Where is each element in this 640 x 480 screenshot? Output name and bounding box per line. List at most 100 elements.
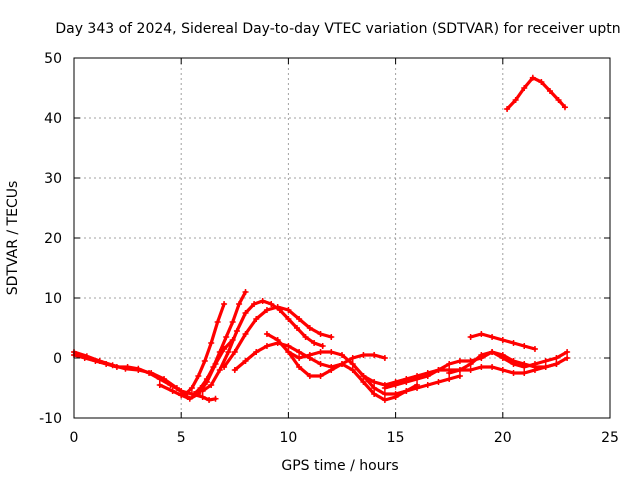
data-point [306, 325, 313, 331]
x-tick-label: 25 [601, 430, 619, 446]
data-point [542, 364, 549, 370]
data-point [156, 382, 163, 388]
data-point [319, 343, 326, 349]
data-point [467, 334, 474, 340]
data-point [381, 397, 388, 403]
data-point [206, 397, 213, 403]
data-point [221, 364, 228, 370]
data-point [512, 97, 519, 103]
data-point [435, 379, 442, 385]
data-point [285, 343, 292, 349]
data-point [339, 352, 345, 358]
data-point [446, 361, 453, 367]
series-line-pass-15 [505, 76, 567, 111]
data-point [489, 334, 496, 340]
data-point [381, 385, 388, 391]
data-point [285, 349, 292, 355]
x-tick-label: 15 [387, 430, 405, 446]
data-point [467, 367, 474, 373]
data-point [221, 301, 228, 307]
data-point [285, 307, 292, 313]
data-point [339, 361, 345, 367]
data-point [161, 376, 168, 382]
y-tick-label: 0 [53, 351, 62, 367]
data-point [349, 361, 356, 367]
data-point [242, 358, 249, 364]
data-point [182, 391, 189, 397]
axis-ticks [73, 57, 611, 419]
data-point [263, 331, 270, 337]
data-point [225, 349, 232, 355]
data-point [521, 364, 528, 370]
data-point [173, 385, 180, 391]
data-point [555, 97, 562, 103]
chart-title: Day 343 of 2024, Sidereal Day-to-day VTE… [55, 21, 620, 37]
data-point [360, 352, 367, 358]
data-point [311, 340, 318, 346]
y-tick-label: 20 [44, 231, 62, 247]
data-point [456, 373, 463, 379]
data-point [499, 367, 506, 373]
data-point [296, 349, 303, 355]
data-point [521, 343, 528, 349]
data-point [360, 379, 367, 385]
data-point [456, 358, 463, 364]
data-point [553, 355, 560, 361]
data-point [229, 319, 236, 325]
data-point [233, 328, 240, 334]
data-point [414, 376, 421, 382]
data-point [302, 334, 309, 340]
data-point [306, 352, 313, 358]
data-point [538, 79, 545, 85]
y-tick-label: 50 [44, 51, 62, 67]
data-point [317, 373, 324, 379]
data-point [328, 334, 335, 340]
data-point [263, 343, 270, 349]
data-point [122, 365, 129, 372]
data-point [317, 349, 324, 355]
grid-lines [74, 58, 610, 418]
data-point [169, 388, 176, 394]
data-point [521, 370, 528, 376]
data-point [381, 355, 388, 361]
data-point [564, 349, 571, 355]
data-point [499, 337, 506, 343]
data-point [564, 355, 571, 361]
data-point [186, 395, 193, 402]
data-point [253, 316, 260, 322]
data-point [231, 349, 238, 355]
data-point [210, 364, 217, 370]
data-point [510, 361, 517, 367]
data-point [504, 106, 511, 112]
data-point [274, 337, 281, 343]
data-point [231, 367, 238, 373]
data-point [478, 352, 485, 358]
data-point [546, 88, 553, 94]
data-point [478, 331, 485, 337]
data-point [109, 362, 116, 369]
data-point [199, 388, 206, 394]
x-tick-label: 10 [279, 430, 297, 446]
data-point [328, 349, 335, 355]
data-point [371, 352, 378, 358]
y-tick-label: 10 [44, 291, 62, 307]
data-point [216, 349, 223, 355]
y-tick-labels: -10 0 10 20 30 40 50 [39, 51, 62, 427]
data-point [371, 379, 378, 385]
data-point [135, 367, 142, 373]
data-point [521, 85, 528, 91]
data-point [478, 364, 485, 370]
data-point [195, 373, 202, 379]
series-line-pass-2 [72, 350, 190, 399]
data-point [223, 334, 230, 340]
data-point [263, 307, 270, 313]
data-point [371, 391, 378, 397]
data-point [392, 391, 399, 397]
data-point [242, 289, 249, 295]
data-point [306, 373, 313, 379]
data-point [446, 370, 453, 376]
data-point [317, 361, 324, 367]
data-point [203, 376, 210, 382]
data-point [199, 394, 206, 400]
data-point [360, 373, 367, 379]
